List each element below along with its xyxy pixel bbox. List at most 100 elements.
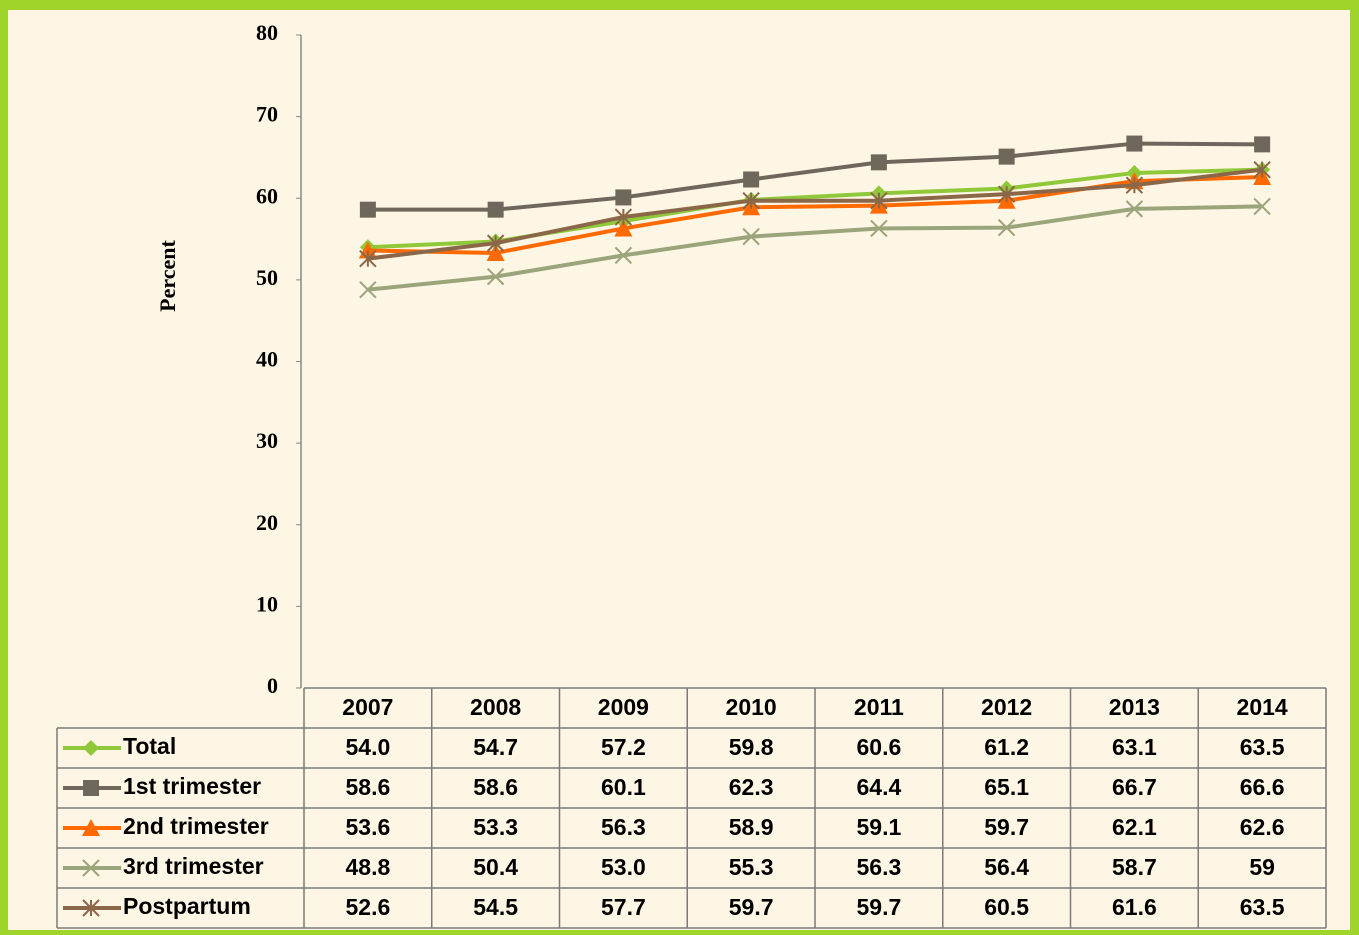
table-cell: 62.3 [729, 774, 774, 800]
marker-shape [359, 280, 377, 299]
marker [82, 819, 100, 836]
table-cell: 59 [1249, 854, 1275, 880]
marker [1254, 136, 1271, 153]
marker-shape [1254, 136, 1271, 153]
marker [614, 246, 633, 265]
table-cell: 60.1 [601, 774, 646, 800]
table-cell: 65.1 [984, 774, 1029, 800]
marker-shape [998, 148, 1015, 165]
y-tick-label: 20 [256, 510, 278, 535]
legend-label: 1st trimester [123, 773, 261, 799]
marker-shape [870, 154, 887, 171]
marker-shape [614, 219, 633, 237]
table-cell: 56.4 [984, 854, 1029, 880]
table-cell: 54.0 [345, 734, 390, 760]
series-line [367, 175, 1263, 255]
marker [486, 234, 505, 252]
table-header: 2007 [342, 694, 393, 720]
marker-shape [615, 189, 632, 206]
table-cell: 64.4 [856, 774, 901, 800]
marker [486, 243, 505, 261]
marker-shape [1126, 135, 1143, 152]
marker-shape [487, 201, 504, 218]
table-cell: 60.5 [984, 894, 1029, 920]
marker [486, 267, 505, 286]
y-tick-label: 50 [256, 265, 278, 290]
marker [82, 899, 100, 917]
table-cell: 53.3 [473, 814, 518, 840]
table-cell: 63.5 [1240, 894, 1285, 920]
marker [614, 208, 633, 226]
table-cell: 61.6 [1112, 894, 1157, 920]
table-header: 2008 [470, 694, 521, 720]
table-header: 2009 [598, 694, 649, 720]
y-tick-label: 40 [256, 347, 278, 372]
marker [1253, 197, 1271, 216]
marker-shape [83, 780, 99, 796]
table-header: 2014 [1237, 694, 1288, 720]
marker-shape [359, 201, 376, 218]
marker [82, 859, 100, 877]
table-cell: 62.1 [1112, 814, 1157, 840]
table-cell: 58.6 [345, 774, 390, 800]
table-cell: 48.8 [345, 854, 390, 880]
table-cell: 57.2 [601, 734, 646, 760]
marker [359, 249, 377, 268]
table-cell: 59.8 [729, 734, 774, 760]
y-tick-label: 0 [267, 673, 278, 698]
marker-shape [997, 218, 1016, 237]
series-line [367, 167, 1263, 261]
table-cell: 62.6 [1240, 814, 1285, 840]
table-cell: 53.0 [601, 854, 646, 880]
table-cell: 66.6 [1240, 774, 1285, 800]
marker-shape [82, 859, 100, 877]
marker [359, 201, 376, 218]
table-cell: 59.7 [856, 894, 901, 920]
marker [1126, 135, 1143, 152]
table-cell: 59.7 [984, 814, 1029, 840]
table-cell: 63.1 [1112, 734, 1157, 760]
marker [615, 189, 632, 206]
table-cell: 59.1 [856, 814, 901, 840]
series-line [367, 141, 1263, 212]
table-cell: 63.5 [1240, 734, 1285, 760]
marker [83, 740, 99, 756]
table-cell: 54.5 [473, 894, 518, 920]
table-cell: 58.6 [473, 774, 518, 800]
y-axis-title: Percent [155, 240, 180, 312]
marker [614, 219, 633, 237]
y-tick-label: 60 [256, 183, 278, 208]
marker [359, 280, 377, 299]
marker [997, 218, 1016, 237]
table-cell: 58.9 [729, 814, 774, 840]
marker-shape [486, 267, 505, 286]
chart-background [8, 10, 1350, 930]
marker [742, 227, 760, 246]
marker-shape [742, 227, 760, 246]
table-cell: 61.2 [984, 734, 1029, 760]
y-tick-label: 10 [256, 591, 278, 616]
legend-label: 2nd trimester [123, 813, 269, 839]
table-cell: 58.7 [1112, 854, 1157, 880]
marker-shape [83, 740, 99, 756]
legend-label: Total [123, 733, 176, 759]
marker-shape [614, 246, 633, 265]
legend-label: 3rd trimester [123, 853, 264, 879]
table-cell: 56.3 [856, 854, 901, 880]
marker-shape [1253, 197, 1271, 216]
y-tick-label: 30 [256, 428, 278, 453]
table-cell: 50.4 [473, 854, 518, 880]
table-cell: 53.6 [345, 814, 390, 840]
table-cell: 60.6 [856, 734, 901, 760]
table-cell: 55.3 [729, 854, 774, 880]
series-line [367, 204, 1263, 292]
marker [742, 191, 760, 210]
marker [1125, 176, 1144, 194]
marker-shape [486, 243, 505, 261]
table-cell: 52.6 [345, 894, 390, 920]
y-tick-label: 80 [256, 20, 278, 45]
marker [870, 154, 887, 171]
marker [487, 201, 504, 218]
marker [997, 185, 1016, 203]
